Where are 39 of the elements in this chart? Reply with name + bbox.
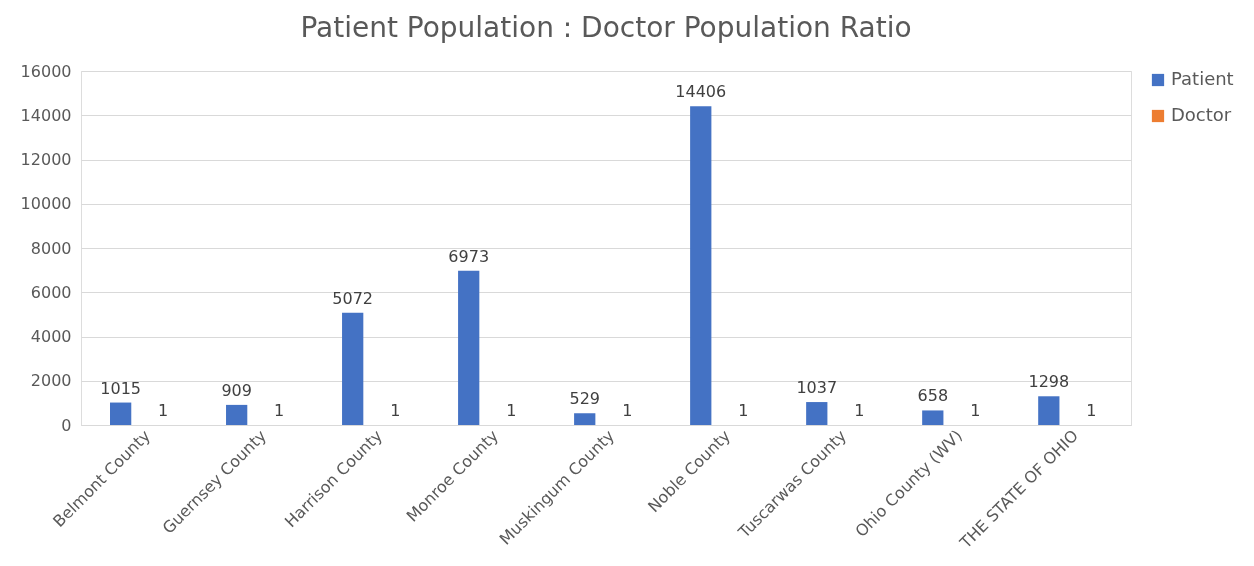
data-label: 1 <box>274 400 285 420</box>
data-label: 1 <box>854 400 865 420</box>
y-tick-label: 12000 <box>20 150 72 169</box>
data-label: 1 <box>738 400 749 420</box>
bar <box>806 402 828 425</box>
legend-label: Patient <box>1171 68 1234 89</box>
data-label: 1298 <box>1028 372 1070 392</box>
bar <box>226 404 248 425</box>
data-label: 1037 <box>796 378 838 398</box>
y-tick-label: 2000 <box>30 371 72 391</box>
legend-label: Doctor <box>1171 104 1232 125</box>
chart-title: Patient Population : Doctor Population Ratio <box>300 11 912 44</box>
data-label: 1 <box>1086 400 1097 420</box>
bar <box>110 402 132 425</box>
bar <box>458 270 480 425</box>
y-tick-label: 8000 <box>30 238 72 258</box>
y-tick-label: 16000 <box>20 61 72 81</box>
y-tick-label: 4000 <box>30 327 72 346</box>
data-label: 1 <box>158 400 169 420</box>
y-tick-label: 6000 <box>30 282 72 302</box>
data-label: 909 <box>221 380 252 400</box>
data-label: 1 <box>622 400 633 420</box>
bar <box>1038 396 1060 425</box>
bar <box>922 410 944 425</box>
data-label: 6973 <box>448 246 490 266</box>
data-label: 1 <box>390 400 401 420</box>
data-label: 14406 <box>675 82 727 102</box>
data-label: 529 <box>569 389 600 409</box>
bar <box>342 312 364 425</box>
data-label: 1015 <box>100 378 141 398</box>
y-tick-label: 14000 <box>20 105 72 125</box>
y-tick-label: 0 <box>61 415 72 435</box>
bar <box>690 106 712 425</box>
data-label: 658 <box>917 386 949 406</box>
bar <box>574 413 596 425</box>
data-label: 5072 <box>332 288 374 308</box>
y-tick-label: 10000 <box>20 194 72 214</box>
data-label: 1 <box>970 400 981 420</box>
data-label: 1 <box>506 400 517 420</box>
